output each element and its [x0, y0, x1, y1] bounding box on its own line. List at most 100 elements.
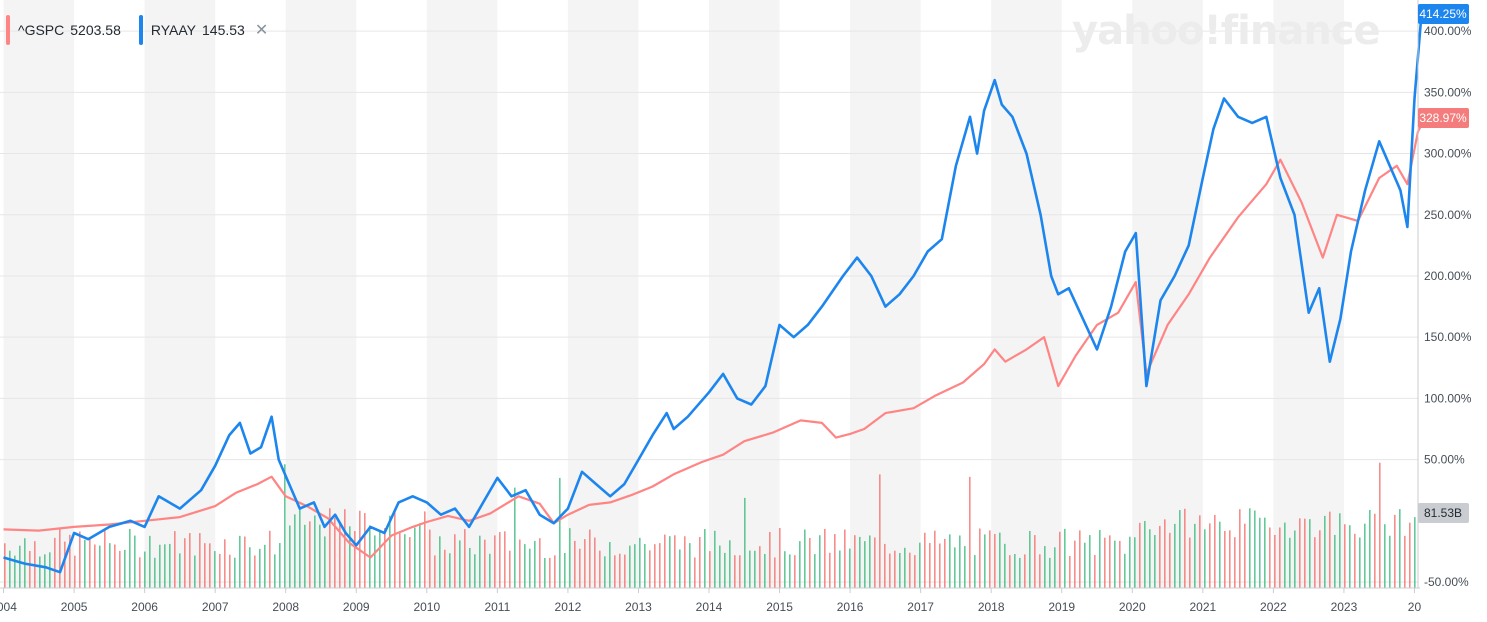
volume-bar	[1329, 511, 1331, 588]
volume-bar	[1249, 508, 1251, 588]
volume-bar	[1059, 531, 1061, 588]
volume-bar	[179, 553, 181, 588]
series-lines	[3, 13, 1427, 574]
volume-bar	[859, 536, 861, 588]
x-tick-label: 2005	[61, 600, 88, 614]
volume-bar	[49, 552, 51, 588]
volume-bar	[404, 534, 406, 588]
volume-bar	[739, 555, 741, 588]
x-tick-label: 2019	[1048, 600, 1075, 614]
legend-color-gspc	[6, 15, 10, 45]
legend-item-gspc[interactable]: ^GSPC 5203.58	[6, 15, 127, 45]
volume-bar	[509, 550, 511, 588]
volume-bar	[849, 548, 851, 588]
volume-bar	[1224, 530, 1226, 588]
volume-bar	[1144, 521, 1146, 588]
x-tick-label: 2011	[484, 600, 510, 614]
volume-bar	[564, 552, 566, 588]
volume-bar	[1374, 513, 1376, 588]
y-tick-label: 400.00%	[1424, 24, 1472, 38]
volume-bar	[144, 551, 146, 588]
volume-bar	[274, 554, 276, 588]
remove-series-icon[interactable]: ✕	[254, 22, 269, 39]
volume-bar	[1409, 522, 1411, 588]
volume-bar	[484, 539, 486, 588]
volume-bar	[569, 528, 571, 588]
year-band	[709, 0, 780, 588]
year-band	[567, 0, 639, 588]
volume-bar	[279, 543, 281, 588]
volume-bar	[1164, 519, 1166, 588]
volume-bar	[759, 546, 761, 588]
volume-bar	[599, 550, 601, 588]
volume-bar	[804, 529, 806, 588]
volume-bar	[854, 535, 856, 588]
volume-bar	[744, 497, 746, 588]
volume-bar	[1314, 537, 1316, 588]
volume-bar	[889, 553, 891, 588]
volume-bar	[1149, 529, 1151, 588]
volume-bar	[1194, 523, 1196, 588]
volume-bar	[1124, 553, 1126, 588]
volume-bar	[1029, 530, 1031, 588]
volume-bar	[1284, 522, 1286, 588]
volume-bar	[639, 537, 641, 588]
volume-bar	[159, 544, 161, 588]
y-axis: -50.00% 50.00% 100.00% 150.00% 200.00% 250.00…	[1417, 0, 1472, 589]
volume-bar	[969, 476, 971, 588]
volume-bar	[549, 557, 551, 588]
volume-bar	[174, 531, 176, 588]
volume-bar	[829, 552, 831, 588]
volume-bar	[984, 534, 986, 588]
volume-bar	[974, 555, 976, 588]
legend-item-ryaay[interactable]: RYAAY 145.53 ✕	[138, 15, 269, 45]
x-tick-label: 20	[1408, 600, 1422, 614]
y-tick-label: 250.00%	[1424, 208, 1472, 222]
year-band	[850, 0, 921, 588]
series-line-gspc	[3, 117, 1427, 559]
volume-bar	[219, 553, 221, 588]
volume-bar	[344, 509, 346, 588]
volume-bar	[1084, 542, 1086, 588]
volume-bar	[79, 531, 81, 588]
x-tick-label: 2017	[907, 600, 934, 614]
volume-bar	[1299, 518, 1301, 588]
volume-bar	[629, 545, 631, 588]
volume-bar	[719, 545, 721, 588]
volume-bar	[654, 544, 656, 588]
volume-bar	[1199, 515, 1201, 588]
volume-bar	[729, 540, 731, 588]
volume-bar	[264, 544, 266, 588]
year-band	[144, 0, 216, 588]
badge-ryaay-bg	[1418, 4, 1469, 24]
volume-bar	[129, 528, 131, 588]
volume-bar	[1214, 514, 1216, 588]
volume-bar	[704, 529, 706, 588]
x-tick-label: 2018	[978, 600, 1005, 614]
volume-bar	[244, 536, 246, 588]
volume-bar	[474, 554, 476, 588]
volume-bar	[204, 543, 206, 588]
volume-bar	[1379, 462, 1381, 588]
volume-bar	[429, 529, 431, 588]
badge-ryaay: 414.25%	[1419, 7, 1467, 21]
volume-bar	[519, 539, 521, 588]
volume-bar	[1019, 557, 1021, 588]
volume-bar	[374, 535, 376, 588]
volume-bar	[1094, 555, 1096, 588]
volume-bar	[584, 539, 586, 588]
volume-bar	[19, 545, 21, 588]
yahoo-finance-watermark: yahoo!finance	[1072, 8, 1381, 54]
volume-bar	[669, 536, 671, 588]
volume-bar	[184, 538, 186, 588]
volume-bar	[789, 554, 791, 588]
volume-bar	[164, 544, 166, 588]
volume-bar	[494, 535, 496, 588]
volume-bar	[14, 555, 16, 588]
volume-bar	[944, 538, 946, 588]
volume-bar	[834, 534, 836, 588]
volume-bar	[1119, 540, 1121, 588]
volume-bar	[299, 508, 301, 588]
x-tick-label: 2008	[272, 600, 299, 614]
volume-bar	[939, 543, 941, 588]
